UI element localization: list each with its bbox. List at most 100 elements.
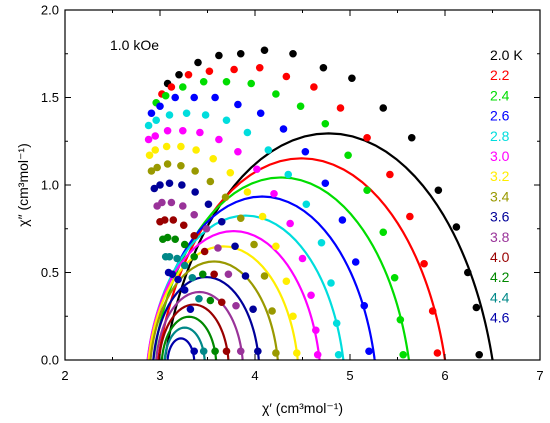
data-point: [194, 58, 202, 67]
fit-curve-series-6: [147, 245, 299, 360]
data-point: [407, 133, 416, 142]
data-point: [152, 116, 160, 125]
legend-entry: 4.4: [490, 289, 510, 305]
data-point: [162, 142, 171, 151]
legend-entry: 3.2: [490, 168, 510, 184]
data-point: [222, 347, 231, 356]
data-point: [163, 233, 172, 242]
data-point: [319, 63, 328, 72]
x-tick-label: 6: [441, 368, 448, 383]
data-point: [365, 347, 373, 356]
data-point: [190, 347, 198, 356]
data-point: [390, 273, 399, 282]
x-tick-label: 3: [156, 368, 163, 383]
data-point: [171, 235, 179, 244]
data-point: [249, 305, 257, 314]
legend-entry: 4.2: [490, 269, 510, 285]
data-point: [191, 188, 199, 196]
data-point: [211, 93, 219, 102]
data-point: [250, 240, 258, 249]
data-point: [206, 296, 215, 305]
data-point: [180, 261, 189, 270]
data-point: [163, 160, 172, 168]
field-annotation: 1.0 kOe: [110, 37, 159, 53]
data-point: [247, 79, 255, 88]
y-axis: 0.0 0.5 1.0 1.5 2.0: [41, 3, 540, 368]
data-point: [202, 224, 211, 233]
data-point: [258, 212, 267, 221]
data-point: [268, 307, 276, 315]
data-points: [144, 46, 484, 359]
data-point: [144, 135, 153, 144]
x-tick-label: 2: [61, 368, 68, 383]
data-point: [231, 242, 239, 251]
data-point: [360, 301, 369, 310]
data-point: [199, 77, 208, 86]
data-point: [215, 51, 223, 60]
data-point: [234, 100, 242, 109]
data-point: [464, 268, 472, 277]
data-point: [243, 188, 252, 196]
data-point: [379, 228, 388, 237]
data-point: [224, 270, 233, 279]
data-point: [177, 142, 185, 151]
data-point: [169, 216, 178, 224]
y-tick-label: 0.5: [41, 265, 59, 280]
data-point: [226, 168, 235, 177]
data-point: [264, 146, 273, 154]
data-point: [165, 252, 174, 261]
data-point: [307, 291, 315, 300]
data-point: [215, 135, 223, 144]
data-point: [234, 147, 242, 156]
x-axis-label: χ′ (cm³mol⁻¹): [262, 400, 343, 416]
data-point: [205, 67, 214, 76]
data-point: [222, 116, 231, 125]
data-point: [472, 303, 481, 312]
data-point: [156, 102, 164, 111]
data-point: [167, 198, 176, 207]
data-point: [190, 93, 198, 102]
data-point: [313, 350, 322, 359]
legend-entry: 2.6: [490, 108, 510, 124]
data-point: [253, 165, 261, 174]
data-point: [363, 186, 371, 195]
data-point: [433, 349, 442, 357]
data-point: [209, 154, 217, 163]
data-point: [298, 254, 307, 263]
legend-entry: 3.6: [490, 209, 510, 225]
data-point: [200, 247, 209, 256]
data-point: [165, 111, 174, 119]
data-point: [434, 186, 443, 195]
legend-entry: 2.2: [490, 67, 510, 83]
data-point: [452, 223, 461, 231]
data-point: [184, 70, 193, 79]
data-point: [317, 238, 326, 247]
data-point: [289, 312, 297, 321]
data-point: [332, 319, 341, 328]
data-point: [190, 252, 198, 261]
legend-entry: 3.8: [490, 229, 510, 245]
data-point: [211, 347, 219, 356]
data-point: [351, 258, 360, 266]
data-point: [260, 46, 269, 55]
data-point: [232, 301, 240, 310]
data-point: [174, 275, 182, 284]
data-point: [145, 151, 154, 160]
y-tick-label: 1.5: [41, 90, 59, 105]
data-point: [206, 177, 215, 186]
data-point: [399, 350, 408, 359]
data-point: [321, 119, 330, 128]
y-axis-label: χ″ (cm³mol⁻¹): [15, 143, 31, 226]
data-point: [198, 270, 207, 279]
data-point: [179, 221, 188, 230]
data-point: [153, 163, 161, 172]
data-point: [243, 128, 252, 137]
data-point: [284, 170, 293, 179]
data-point: [348, 74, 356, 83]
data-point: [196, 128, 204, 137]
data-point: [144, 121, 153, 130]
data-point: [217, 217, 226, 226]
data-point: [321, 179, 330, 188]
legend-entry: 3.4: [490, 188, 510, 204]
